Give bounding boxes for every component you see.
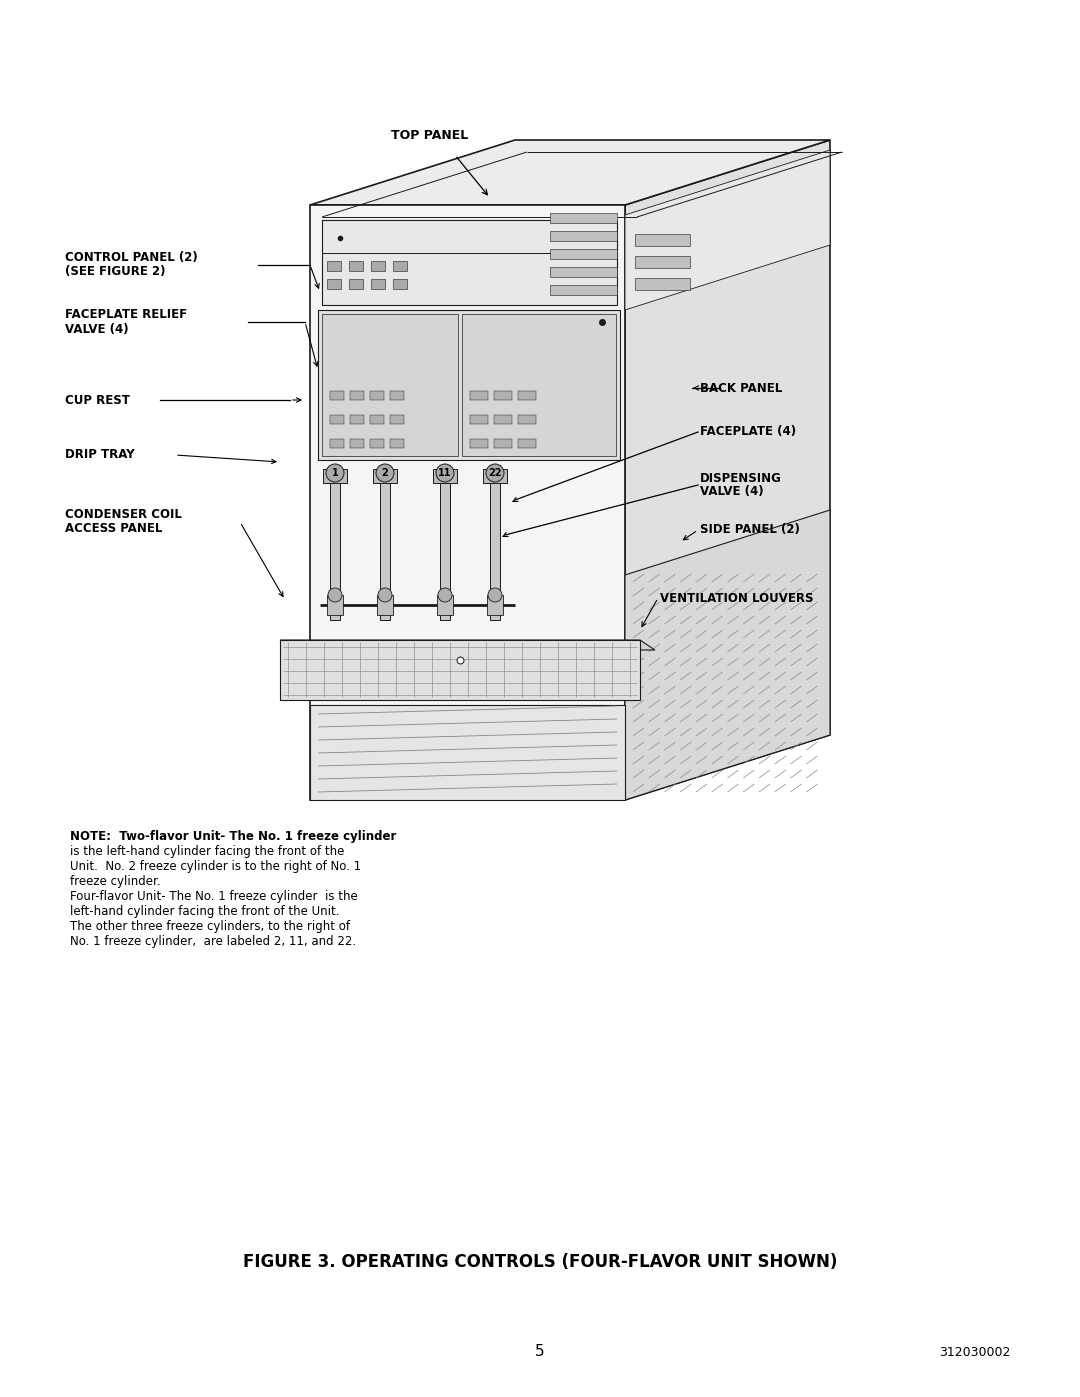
Text: 1: 1 [332,468,338,478]
Text: is the left-hand cylinder facing the front of the: is the left-hand cylinder facing the fro… [70,845,345,858]
Bar [635,256,690,268]
Polygon shape [462,314,616,455]
Text: DRIP TRAY: DRIP TRAY [65,448,135,461]
Bar [393,260,407,271]
Polygon shape [310,140,831,205]
Bar [518,391,536,400]
Bar [518,439,536,448]
Polygon shape [310,205,625,800]
Bar [370,439,384,448]
Circle shape [328,588,342,602]
Polygon shape [322,314,458,455]
Text: NOTE:  Two-flavor Unit- The No. 1 freeze cylinder: NOTE: Two-flavor Unit- The No. 1 freeze … [70,830,396,842]
Circle shape [376,464,394,482]
Bar [437,595,453,615]
Bar [470,391,488,400]
Bar [483,469,507,483]
Text: 312030002: 312030002 [939,1345,1010,1358]
Bar [330,465,340,620]
Text: CONDENSER COIL: CONDENSER COIL [65,509,181,521]
Bar [349,260,363,271]
Text: 2: 2 [381,468,389,478]
Text: The other three freeze cylinders, to the right of: The other three freeze cylinders, to the… [70,921,350,933]
Circle shape [488,588,502,602]
Bar [518,415,536,425]
Text: DISPENSING: DISPENSING [700,472,782,485]
Bar [487,595,503,615]
Bar [490,465,500,620]
Bar [370,415,384,425]
Text: (SEE FIGURE 2): (SEE FIGURE 2) [65,265,165,278]
Text: ACCESS PANEL: ACCESS PANEL [65,522,162,535]
Bar [390,391,404,400]
Polygon shape [625,140,831,800]
Polygon shape [280,640,640,700]
Bar [380,465,390,620]
Bar [377,595,393,615]
Bar [372,260,384,271]
Text: CONTROL PANEL (2): CONTROL PANEL (2) [65,251,198,264]
Text: freeze cylinder.: freeze cylinder. [70,875,161,888]
Bar [470,439,488,448]
Bar [330,415,345,425]
Circle shape [486,464,504,482]
Text: 22: 22 [488,468,502,478]
Circle shape [436,464,454,482]
Bar [349,278,363,289]
Bar [327,260,341,271]
Bar [390,415,404,425]
Bar [440,465,450,620]
Bar [494,415,512,425]
Bar [350,415,364,425]
Bar [433,469,457,483]
Bar [323,469,347,483]
Text: SIDE PANEL (2): SIDE PANEL (2) [700,524,800,536]
Bar [635,235,690,246]
Text: 11: 11 [438,468,451,478]
Bar [550,231,617,242]
Bar [550,249,617,258]
Text: FIGURE 3. OPERATING CONTROLS (FOUR-FLAVOR UNIT SHOWN): FIGURE 3. OPERATING CONTROLS (FOUR-FLAVO… [243,1253,837,1271]
Text: BACK PANEL: BACK PANEL [700,381,782,394]
Text: No. 1 freeze cylinder,  are labeled 2, 11, and 22.: No. 1 freeze cylinder, are labeled 2, 11… [70,935,356,949]
Bar [550,267,617,277]
Text: VALVE (4): VALVE (4) [65,323,129,335]
Polygon shape [625,149,831,310]
Text: FACEPLATE (4): FACEPLATE (4) [700,426,796,439]
Bar [635,278,690,291]
Text: TOP PANEL: TOP PANEL [391,129,469,142]
Bar [330,439,345,448]
Bar [390,439,404,448]
Polygon shape [322,219,617,305]
Bar [550,212,617,224]
Bar [494,391,512,400]
Circle shape [326,464,345,482]
Bar [327,595,343,615]
Bar [350,439,364,448]
Text: FACEPLATE RELIEF: FACEPLATE RELIEF [65,309,187,321]
Text: Four-flavor Unit- The No. 1 freeze cylinder  is the: Four-flavor Unit- The No. 1 freeze cylin… [70,890,357,902]
Bar [470,415,488,425]
Bar [494,439,512,448]
Polygon shape [625,510,831,800]
Circle shape [378,588,392,602]
Polygon shape [280,640,654,650]
Bar [350,391,364,400]
Text: Unit.  No. 2 freeze cylinder is to the right of No. 1: Unit. No. 2 freeze cylinder is to the ri… [70,861,361,873]
Bar [550,285,617,295]
Bar [327,278,341,289]
Circle shape [438,588,453,602]
Text: 5: 5 [536,1344,544,1359]
Bar [393,278,407,289]
Text: CUP REST: CUP REST [65,394,130,407]
Bar [372,278,384,289]
Text: VENTILATION LOUVERS: VENTILATION LOUVERS [660,591,813,605]
Bar [370,391,384,400]
Polygon shape [318,310,620,460]
Bar [330,391,345,400]
Polygon shape [310,705,625,800]
Text: left-hand cylinder facing the front of the Unit.: left-hand cylinder facing the front of t… [70,905,339,918]
Bar [373,469,397,483]
Text: VALVE (4): VALVE (4) [700,486,764,499]
